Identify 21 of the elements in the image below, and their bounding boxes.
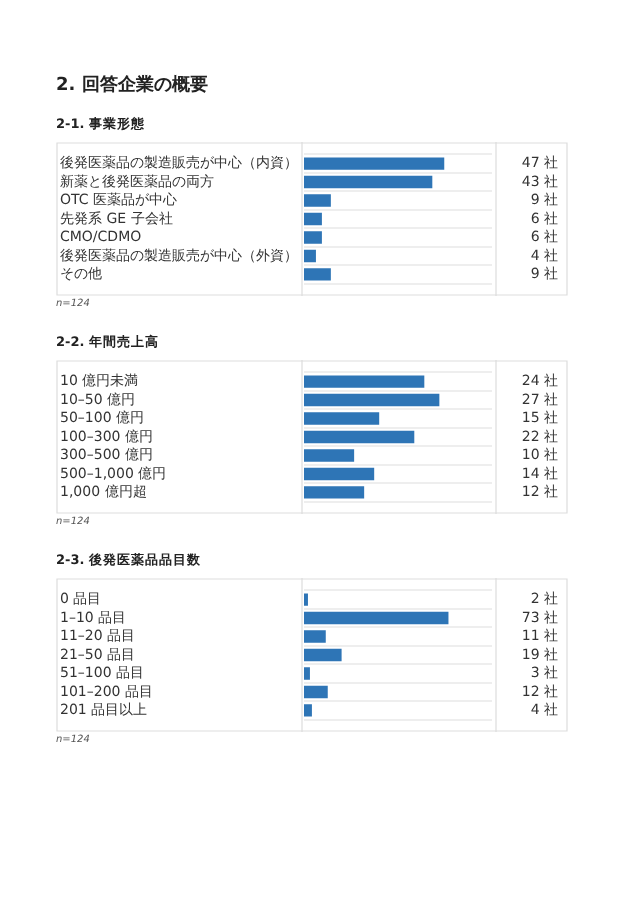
bar — [304, 412, 380, 425]
bar — [304, 648, 342, 662]
bar — [304, 175, 433, 189]
bar — [304, 194, 331, 207]
bar — [304, 467, 375, 481]
bar — [304, 630, 326, 643]
bar — [304, 667, 310, 680]
bar — [304, 231, 322, 244]
bar — [304, 430, 415, 444]
bar — [304, 375, 425, 388]
bar — [304, 157, 445, 170]
bar — [304, 611, 449, 625]
bar — [304, 685, 328, 699]
text: 2. 回答企業の概要 — [56, 73, 210, 98]
bar — [304, 212, 322, 226]
bar — [304, 393, 440, 407]
bar — [304, 449, 355, 462]
bar — [304, 268, 331, 281]
bar — [304, 249, 316, 263]
bar — [304, 704, 312, 717]
bar — [304, 486, 365, 499]
